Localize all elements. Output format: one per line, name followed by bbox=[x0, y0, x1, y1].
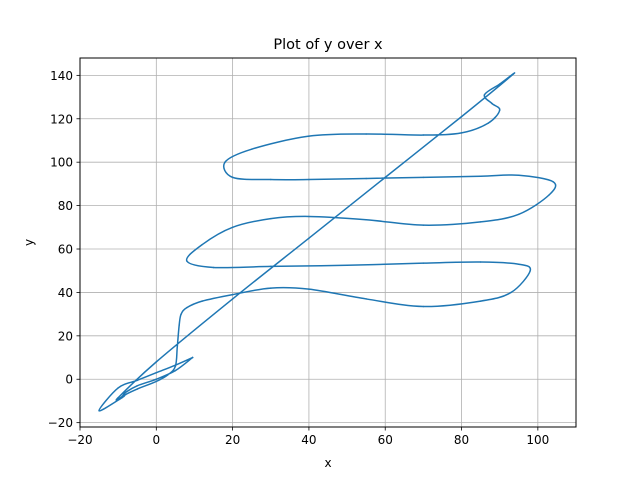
data-point bbox=[125, 393, 127, 396]
data-point bbox=[308, 237, 310, 239]
series-line-0 bbox=[98, 72, 557, 412]
data-point bbox=[518, 174, 520, 176]
data-point bbox=[186, 306, 188, 309]
data-point bbox=[498, 83, 501, 85]
data-point bbox=[167, 374, 169, 376]
x-tick-label: 60 bbox=[378, 433, 393, 447]
data-point bbox=[518, 263, 520, 265]
data-point bbox=[552, 180, 554, 183]
x-tick-label: 80 bbox=[454, 433, 469, 447]
data-point bbox=[270, 265, 272, 268]
data-point bbox=[365, 218, 367, 221]
data-point bbox=[174, 364, 177, 366]
data-point bbox=[308, 215, 310, 218]
x-tick-label: 100 bbox=[526, 433, 549, 447]
data-point bbox=[270, 217, 272, 220]
data-point bbox=[176, 345, 179, 348]
data-point bbox=[384, 176, 386, 179]
data-point bbox=[98, 409, 100, 412]
y-tick-label: 40 bbox=[58, 286, 73, 300]
data-point bbox=[346, 264, 348, 267]
data-point bbox=[479, 175, 482, 178]
data-point bbox=[174, 365, 177, 367]
y-axis-label: y bbox=[22, 239, 36, 246]
data-point bbox=[270, 178, 272, 181]
data-point bbox=[529, 269, 531, 272]
data-point bbox=[460, 115, 463, 118]
ticks: −20 0 20 40 60 80 100 −20 0 20 40 60 80 100 120 140 bbox=[48, 69, 550, 447]
data-point bbox=[155, 361, 158, 363]
data-point bbox=[125, 391, 127, 394]
data-point bbox=[178, 324, 180, 326]
data-point bbox=[231, 226, 234, 229]
x-axis-label: x bbox=[324, 456, 331, 470]
data-point bbox=[174, 369, 177, 372]
data-point bbox=[308, 178, 310, 181]
y-tick-label: 20 bbox=[58, 329, 73, 343]
data-point bbox=[365, 298, 367, 300]
y-tick-label: 60 bbox=[58, 243, 73, 257]
y-tick-label: −20 bbox=[48, 416, 73, 430]
data-point bbox=[117, 396, 119, 399]
data-point bbox=[422, 176, 425, 179]
data-point bbox=[121, 396, 123, 399]
data-point bbox=[460, 132, 463, 134]
data-point bbox=[201, 243, 203, 246]
data-point bbox=[224, 161, 226, 163]
data-point bbox=[422, 224, 425, 226]
data-point bbox=[231, 176, 234, 179]
data-point bbox=[479, 221, 482, 223]
data-point bbox=[212, 266, 215, 269]
data-point bbox=[155, 378, 158, 380]
data-point bbox=[365, 177, 367, 180]
data-point bbox=[491, 102, 493, 105]
data-point bbox=[155, 380, 158, 383]
data-point bbox=[498, 109, 501, 111]
data-point bbox=[512, 73, 514, 76]
data-point bbox=[479, 261, 482, 263]
data-point bbox=[365, 133, 367, 135]
data-point bbox=[121, 395, 123, 398]
plot-frame bbox=[79, 57, 577, 428]
data-point bbox=[483, 94, 486, 96]
data-point bbox=[136, 385, 138, 387]
x-tick-label: 40 bbox=[301, 433, 316, 447]
data-point bbox=[201, 300, 203, 302]
data-point bbox=[231, 293, 234, 296]
y-tick-label: 0 bbox=[65, 373, 73, 387]
data-point bbox=[136, 379, 138, 382]
chart-title: Plot of y over x bbox=[273, 37, 383, 53]
data-point bbox=[518, 213, 520, 216]
x-tick-label: 20 bbox=[225, 433, 240, 447]
data-point bbox=[308, 135, 310, 137]
y-tick-label: 80 bbox=[58, 199, 73, 213]
x-tick-label: 0 bbox=[152, 433, 160, 447]
plot-area bbox=[80, 58, 576, 427]
y-tick-label: 140 bbox=[50, 69, 73, 83]
data-point bbox=[510, 291, 512, 294]
data-point bbox=[270, 287, 272, 289]
data-point bbox=[479, 300, 482, 302]
data-point bbox=[422, 134, 425, 136]
data-point bbox=[422, 262, 425, 264]
data-point bbox=[186, 260, 188, 262]
data-point bbox=[422, 305, 425, 308]
data-point bbox=[548, 193, 551, 196]
data-point bbox=[180, 313, 182, 315]
data-point bbox=[250, 148, 253, 150]
data-point bbox=[487, 122, 489, 124]
data-point bbox=[191, 356, 194, 359]
y-tick-label: 100 bbox=[50, 156, 73, 170]
y-tick-label: 120 bbox=[50, 112, 73, 126]
data-point bbox=[231, 298, 234, 300]
series-layer bbox=[98, 72, 557, 412]
data-point bbox=[155, 371, 158, 374]
x-tick-label: −20 bbox=[67, 433, 92, 447]
data-point bbox=[136, 388, 138, 390]
data-point bbox=[308, 288, 310, 290]
data-point bbox=[117, 387, 119, 389]
